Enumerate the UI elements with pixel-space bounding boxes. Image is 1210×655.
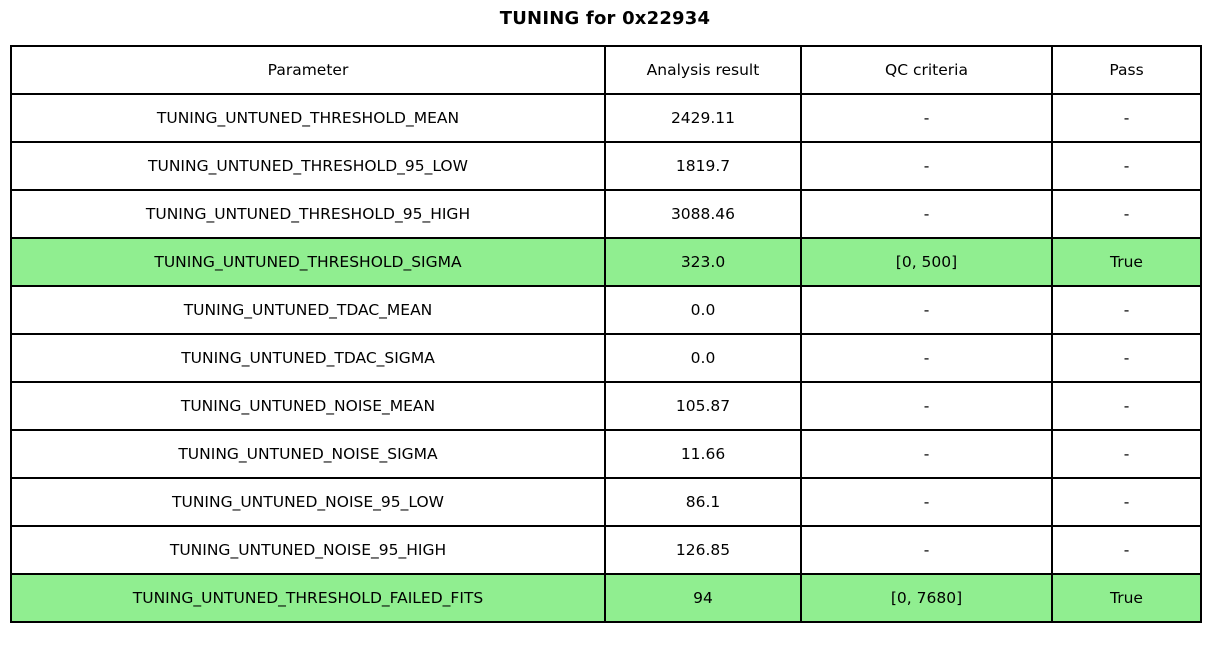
- cell-result: 94: [604, 573, 802, 623]
- cell-qc: [0, 7680]: [800, 573, 1053, 623]
- table-row: TUNING_UNTUNED_TDAC_MEAN 0.0- -: [10, 285, 1202, 335]
- cell-parameter: TUNING_UNTUNED_TDAC_MEAN: [10, 285, 606, 335]
- table-row: TUNING_UNTUNED_NOISE_95_LOW 86.1- -: [10, 477, 1202, 527]
- cell-pass: -: [1051, 333, 1202, 383]
- table-row: TUNING_UNTUNED_THRESHOLD_MEAN 2429.11- -: [10, 93, 1202, 143]
- cell-pass: -: [1051, 189, 1202, 239]
- table-row: TUNING_UNTUNED_THRESHOLD_SIGMA 323.0 [0, 5…: [10, 237, 1202, 287]
- cell-qc: [0, 500]: [800, 237, 1053, 287]
- col-header-pass: Pass: [1051, 45, 1202, 95]
- cell-result: 0.0: [604, 285, 802, 335]
- cell-result: 126.85: [604, 525, 802, 575]
- col-header-analysis-result: Analysis result: [604, 45, 802, 95]
- cell-qc: -: [800, 285, 1053, 335]
- col-header-qc-criteria: QC criteria: [800, 45, 1053, 95]
- qc-table: Parameter Analysis result QC criteria Pa…: [10, 45, 1202, 623]
- table-row: TUNING_UNTUNED_TDAC_SIGMA 0.0- -: [10, 333, 1202, 383]
- table-row: TUNING_UNTUNED_NOISE_MEAN 105.87- -: [10, 381, 1202, 431]
- cell-qc: -: [800, 429, 1053, 479]
- cell-pass: -: [1051, 429, 1202, 479]
- cell-parameter: TUNING_UNTUNED_THRESHOLD_FAILED_FITS: [10, 573, 606, 623]
- cell-result: 0.0: [604, 333, 802, 383]
- header-row: Parameter Analysis result QC criteria Pa…: [10, 45, 1202, 95]
- table-row: TUNING_UNTUNED_NOISE_95_HIGH 126.85- -: [10, 525, 1202, 575]
- cell-pass: -: [1051, 285, 1202, 335]
- cell-parameter: TUNING_UNTUNED_NOISE_95_LOW: [10, 477, 606, 527]
- cell-result: 105.87: [604, 381, 802, 431]
- cell-pass: -: [1051, 477, 1202, 527]
- cell-parameter: TUNING_UNTUNED_NOISE_SIGMA: [10, 429, 606, 479]
- cell-parameter: TUNING_UNTUNED_NOISE_MEAN: [10, 381, 606, 431]
- cell-pass: -: [1051, 141, 1202, 191]
- cell-result: 1819.7: [604, 141, 802, 191]
- cell-result: 11.66: [604, 429, 802, 479]
- table-row: TUNING_UNTUNED_THRESHOLD_95_HIGH 3088.46-…: [10, 189, 1202, 239]
- col-header-parameter: Parameter: [10, 45, 606, 95]
- cell-parameter: TUNING_UNTUNED_THRESHOLD_95_LOW: [10, 141, 606, 191]
- cell-qc: -: [800, 333, 1053, 383]
- cell-pass: -: [1051, 525, 1202, 575]
- cell-result: 323.0: [604, 237, 802, 287]
- cell-parameter: TUNING_UNTUNED_THRESHOLD_MEAN: [10, 93, 606, 143]
- cell-pass: -: [1051, 381, 1202, 431]
- cell-result: 2429.11: [604, 93, 802, 143]
- cell-pass: True: [1051, 573, 1202, 623]
- cell-parameter: TUNING_UNTUNED_TDAC_SIGMA: [10, 333, 606, 383]
- cell-qc: -: [800, 93, 1053, 143]
- cell-qc: -: [800, 525, 1053, 575]
- table-body: TUNING_UNTUNED_THRESHOLD_MEAN 2429.11- - TU…: [10, 93, 1202, 623]
- cell-pass: True: [1051, 237, 1202, 287]
- cell-parameter: TUNING_UNTUNED_THRESHOLD_95_HIGH: [10, 189, 606, 239]
- cell-qc: -: [800, 141, 1053, 191]
- figure-title: TUNING for 0x22934: [499, 8, 711, 29]
- table-row: TUNING_UNTUNED_THRESHOLD_FAILED_FITS 94 [0…: [10, 573, 1202, 623]
- cell-qc: -: [800, 189, 1053, 239]
- cell-qc: -: [800, 477, 1053, 527]
- cell-pass: -: [1051, 93, 1202, 143]
- cell-result: 86.1: [604, 477, 802, 527]
- cell-result: 3088.46: [604, 189, 802, 239]
- cell-qc: -: [800, 381, 1053, 431]
- cell-parameter: TUNING_UNTUNED_NOISE_95_HIGH: [10, 525, 606, 575]
- table-row: TUNING_UNTUNED_THRESHOLD_95_LOW 1819.7- -: [10, 141, 1202, 191]
- table-row: TUNING_UNTUNED_NOISE_SIGMA 11.66- -: [10, 429, 1202, 479]
- cell-parameter: TUNING_UNTUNED_THRESHOLD_SIGMA: [10, 237, 606, 287]
